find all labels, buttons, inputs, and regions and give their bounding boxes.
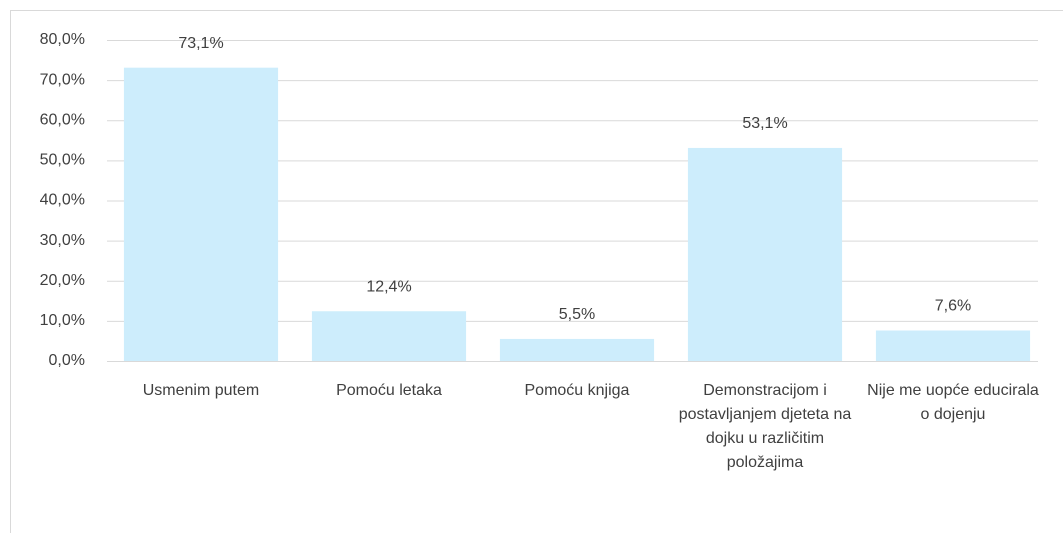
y-tick-label: 10,0% xyxy=(40,312,85,329)
y-tick-label: 30,0% xyxy=(40,232,85,249)
bar xyxy=(499,338,655,361)
x-tick-label: Nije me uopće educirala o dojenju xyxy=(867,382,1039,423)
data-label: 12,4% xyxy=(366,278,411,295)
y-tick-label: 0,0% xyxy=(49,352,85,369)
data-label: 7,6% xyxy=(935,298,971,315)
data-label: 73,1% xyxy=(178,35,223,52)
y-tick-label: 20,0% xyxy=(40,272,85,289)
bar xyxy=(875,330,1031,361)
data-label: 53,1% xyxy=(742,115,787,132)
data-label: 5,5% xyxy=(559,306,595,323)
x-tick-label: Pomoću letaka xyxy=(336,382,442,399)
bar xyxy=(123,67,279,361)
x-tick-label: Usmenim putem xyxy=(142,382,260,399)
x-tick-label: Pomoću knjiga xyxy=(524,382,630,399)
y-tick-label: 40,0% xyxy=(40,192,85,209)
y-tick-label: 80,0% xyxy=(40,31,85,48)
y-tick-label: 50,0% xyxy=(40,152,85,169)
y-tick-label: 60,0% xyxy=(40,111,85,128)
y-tick-label: 70,0% xyxy=(40,71,85,88)
x-tick-label: Demonstracijom i postavljanjem djeteta n… xyxy=(678,382,852,471)
bar xyxy=(311,311,467,361)
bar xyxy=(687,147,843,361)
